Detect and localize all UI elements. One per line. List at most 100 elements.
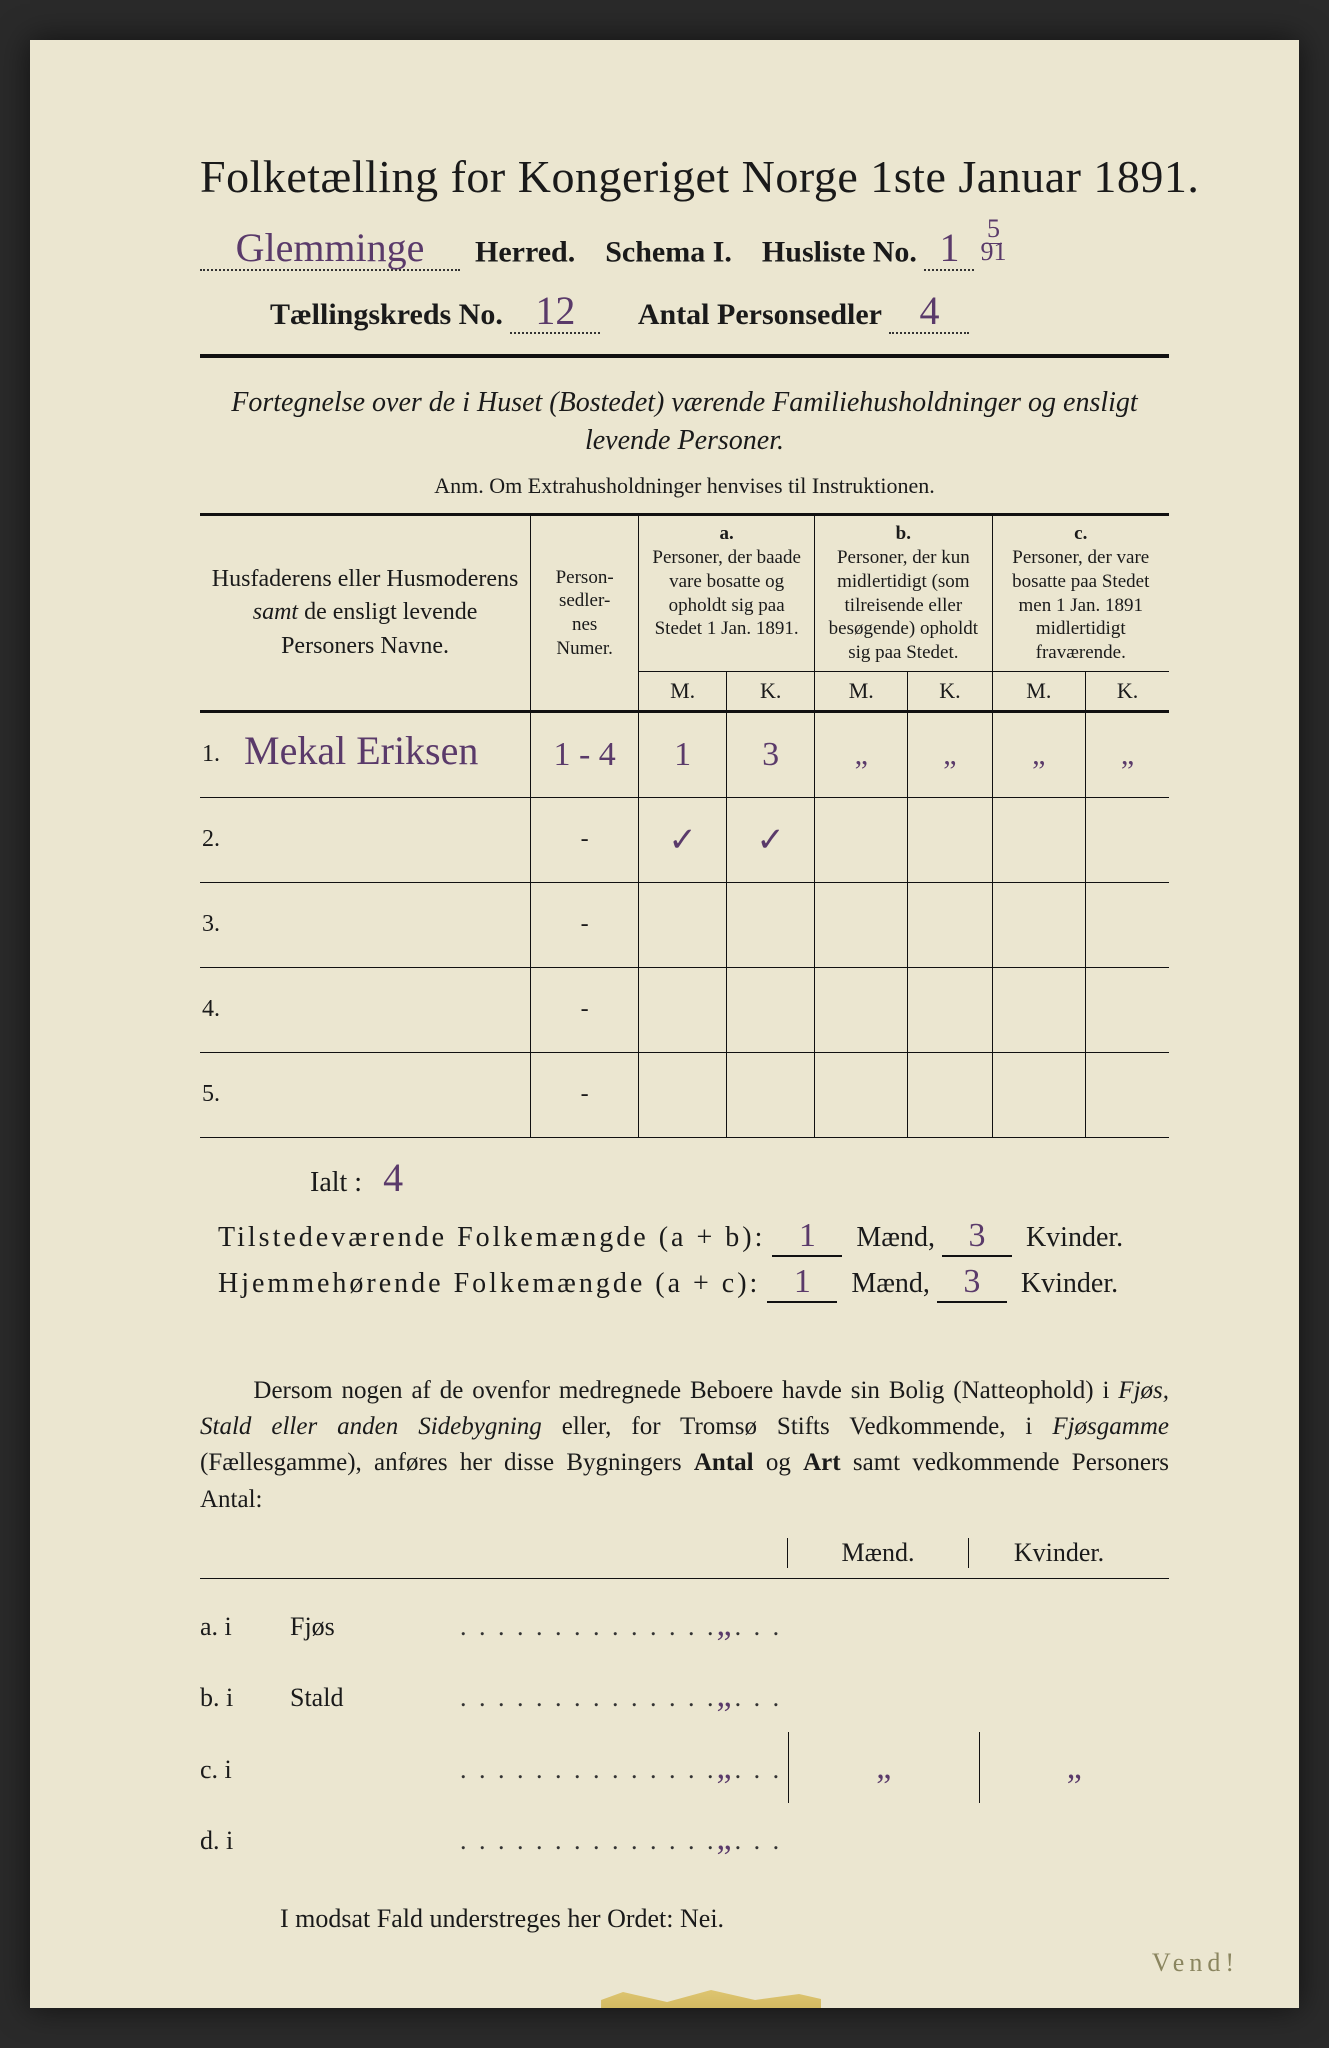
maend-col-header: Mænd.	[787, 1538, 968, 1568]
page-title: Folketælling for Kongeriget Norge 1ste J…	[200, 150, 1169, 203]
kreds-label: Tællingskreds No.	[270, 298, 503, 331]
sum2-m: 1	[794, 1263, 811, 1300]
list-item: a. i Fjøs . . . . . . . . . . . . . .„. …	[200, 1589, 1169, 1660]
sum2-k: 3	[963, 1263, 980, 1300]
intro-text: Fortegnelse over de i Huset (Bostedet) v…	[200, 384, 1169, 460]
col-a-m: M.	[639, 671, 727, 711]
husliste-value: 1	[939, 225, 959, 270]
list-c-label: c. i	[200, 1743, 290, 1798]
ialt-value: 4	[383, 1155, 403, 1200]
cell-ck: „	[1121, 738, 1134, 771]
row-numer: -	[531, 882, 639, 967]
header-row-1: Glemminge Herred. Schema I. Husliste No.…	[200, 231, 1169, 278]
row-name: Mekal Eriksen	[244, 728, 478, 773]
col-a-k: K.	[727, 671, 815, 711]
col-b-tag: b.	[896, 523, 911, 544]
col-a-header: Personer, der baade vare bosatte og opho…	[652, 547, 801, 639]
cell-bm	[815, 797, 908, 882]
header-row-2: Tællingskreds No. 12 Antal Personsedler …	[200, 298, 1169, 334]
sum-line-1: Tilstedeværende Folkemængde (a + b): 1 M…	[218, 1217, 1169, 1257]
cell-bk	[908, 797, 992, 882]
sedler-label: Antal Personsedler	[638, 298, 882, 331]
vend-label: Vend!	[1152, 1948, 1239, 1978]
cell-cm	[992, 797, 1086, 882]
maend-label: Mænd,	[856, 1222, 935, 1253]
cell-am: ✓	[668, 822, 697, 859]
page: Folketælling for Kongeriget Norge 1ste J…	[0, 0, 1329, 2048]
list-item: d. i . . . . . . . . . . . . . .„. . . .…	[200, 1803, 1169, 1874]
row-num: 2.	[200, 797, 236, 882]
sum-line-2: Hjemmehørende Folkemængde (a + c): 1 Mæn…	[218, 1263, 1169, 1303]
col-a-tag: a.	[720, 523, 734, 544]
col-c-k: K.	[1086, 671, 1169, 711]
table-row: 3. -	[200, 882, 1169, 967]
schema-label: Schema I.	[605, 235, 732, 268]
list-a-label: a. i	[200, 1600, 290, 1655]
cell-am: 1	[674, 736, 691, 773]
paper-sheet: Folketælling for Kongeriget Norge 1ste J…	[30, 40, 1299, 2008]
kvinder-col-header: Kvinder.	[968, 1538, 1149, 1568]
list-c-m: „	[876, 1749, 891, 1786]
sum2-label: Hjemmehørende Folkemængde (a + c):	[218, 1268, 760, 1299]
cell-ak: ✓	[756, 822, 785, 859]
list-item: c. i . . . . . . . . . . . . . .„. . . .…	[200, 1732, 1169, 1803]
list-b-mark: „	[717, 1677, 735, 1714]
table-row: 1. Mekal Eriksen 1 - 4 1 3 „ „ „ „	[200, 711, 1169, 797]
row-numer: -	[531, 967, 639, 1052]
sum1-m: 1	[799, 1217, 816, 1254]
row-num: 4.	[200, 967, 236, 1052]
col-numer-header: Person-sedler-nesNumer.	[531, 515, 639, 712]
maend-label: Mænd,	[851, 1268, 930, 1299]
kvinder-label: Kvinder.	[1026, 1222, 1123, 1253]
cell-bm: „	[855, 738, 868, 771]
kreds-value: 12	[535, 288, 575, 333]
mk-header: Mænd. Kvinder.	[200, 1538, 1169, 1579]
list-d-mark: „	[717, 1820, 735, 1857]
footer-text: I modsat Fald understreges her Ordet: Ne…	[280, 1904, 1169, 1934]
list-a-text: Fjøs	[290, 1600, 460, 1655]
bolig-paragraph: Dersom nogen af de ovenfor medregnede Be…	[200, 1373, 1169, 1518]
row-numer: 1 - 4	[553, 736, 615, 773]
sum1-label: Tilstedeværende Folkemængde (a + b):	[218, 1222, 765, 1253]
ialt-row: Ialt : 4	[310, 1166, 1169, 1199]
list-c-k: „	[1067, 1749, 1082, 1786]
row-numer: -	[531, 797, 639, 882]
col-names-header: Husfaderens eller Husmoderens samt de en…	[212, 566, 519, 659]
kvinder-label: Kvinder.	[1021, 1268, 1118, 1299]
ialt-label: Ialt :	[310, 1167, 362, 1198]
list-c-mark: „	[717, 1749, 735, 1786]
cell-ak: 3	[762, 736, 779, 773]
cell-bk: „	[943, 738, 956, 771]
col-b-header: Personer, der kun midlertidigt (som tilr…	[829, 547, 978, 663]
herred-value: Glemminge	[236, 225, 425, 270]
cell-cm: „	[1032, 738, 1045, 771]
list-d-label: d. i	[200, 1814, 290, 1869]
cell-ck	[1086, 797, 1169, 882]
row-num: 3.	[200, 882, 236, 967]
col-b-k: K.	[908, 671, 992, 711]
list-item: b. i Stald . . . . . . . . . . . . . .„.…	[200, 1660, 1169, 1731]
anm-text: Anm. Om Extrahusholdninger henvises til …	[200, 473, 1169, 499]
list-b-text: Stald	[290, 1671, 460, 1726]
row-num: 5.	[200, 1052, 236, 1137]
col-c-tag: c.	[1074, 523, 1087, 544]
list-a-mark: „	[717, 1606, 735, 1643]
table-row: 4. -	[200, 967, 1169, 1052]
col-b-m: M.	[815, 671, 908, 711]
sedler-value: 4	[919, 288, 939, 333]
main-table: Husfaderens eller Husmoderens samt de en…	[200, 513, 1169, 1138]
divider-1	[200, 354, 1169, 358]
building-list: a. i Fjøs . . . . . . . . . . . . . .„. …	[200, 1589, 1169, 1875]
page-tear	[601, 1988, 821, 2008]
list-b-label: b. i	[200, 1671, 290, 1726]
row-numer: -	[531, 1052, 639, 1137]
husliste-label: Husliste No.	[762, 235, 917, 268]
col-c-m: M.	[992, 671, 1086, 711]
herred-label: Herred.	[475, 235, 575, 268]
table-row: 5. -	[200, 1052, 1169, 1137]
col-c-header: Personer, der vare bosatte paa Stedet me…	[1012, 547, 1149, 663]
husliste-fraction: 591	[978, 217, 1008, 264]
table-row: 2. - ✓ ✓	[200, 797, 1169, 882]
row-num: 1.	[200, 711, 236, 797]
sum1-k: 3	[968, 1217, 985, 1254]
